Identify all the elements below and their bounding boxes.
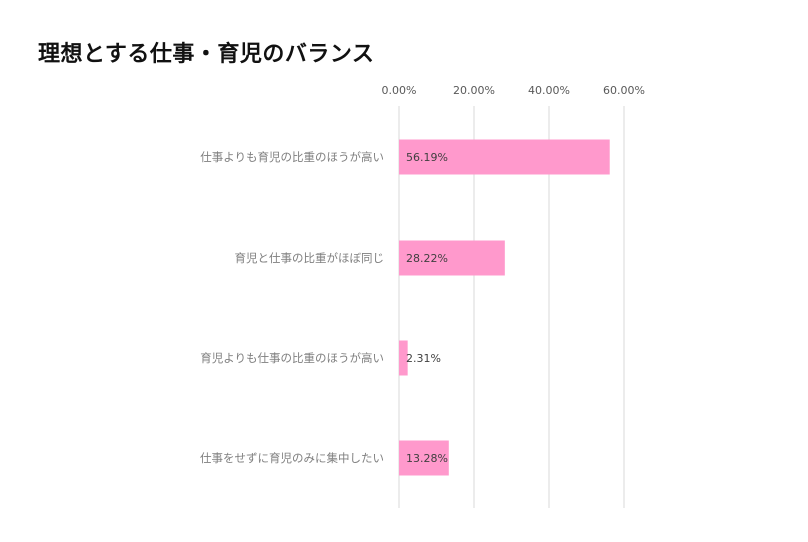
category-label: 育児と仕事の比重がほぼ同じ [235, 251, 385, 265]
x-tick-label: 60.00% [603, 84, 645, 97]
x-tick-label: 0.00% [382, 84, 417, 97]
x-tick-label: 20.00% [453, 84, 495, 97]
data-label: 28.22% [406, 252, 448, 265]
chart-title: 理想とする仕事・育児のバランス [38, 42, 375, 67]
bar [399, 440, 449, 476]
category-label: 育児よりも仕事の比重のほうが高い [200, 351, 384, 365]
bar [399, 139, 610, 175]
category-label: 仕事をせずに育児のみに集中したい [200, 451, 384, 465]
bar [399, 340, 408, 376]
data-label: 2.31% [406, 352, 441, 365]
data-label: 13.28% [406, 452, 448, 465]
bar [399, 240, 505, 276]
x-tick-label: 40.00% [528, 84, 570, 97]
category-label: 仕事よりも育児の比重のほうが高い [200, 150, 384, 164]
data-label: 56.19% [406, 151, 448, 164]
